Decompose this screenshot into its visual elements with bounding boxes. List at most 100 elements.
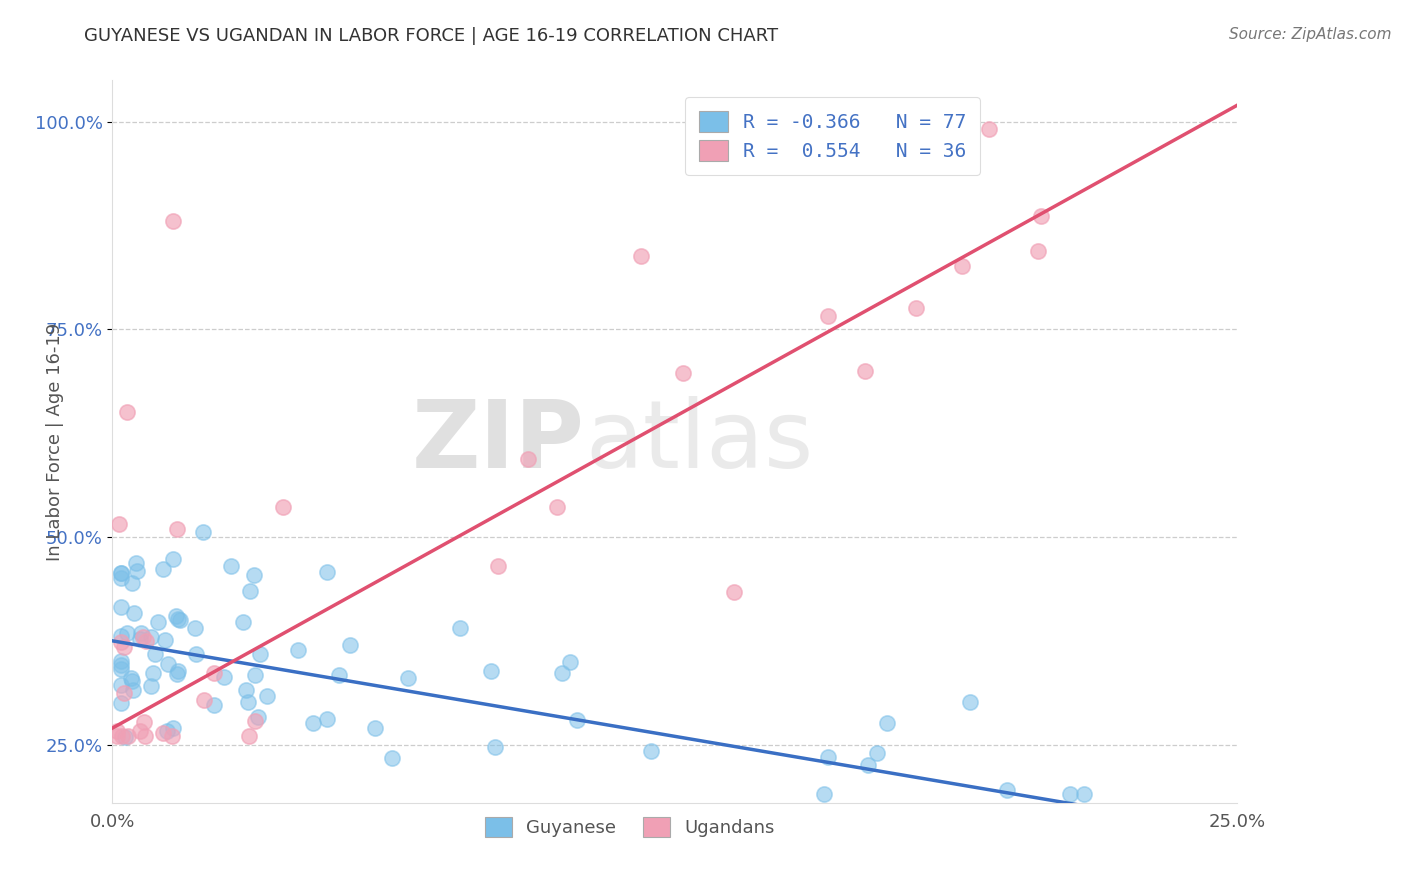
Point bbox=[134, 730, 156, 744]
Point bbox=[193, 693, 215, 707]
Point bbox=[135, 633, 157, 648]
Point bbox=[301, 716, 323, 731]
Point bbox=[959, 694, 981, 708]
Point bbox=[169, 613, 191, 627]
Point bbox=[558, 655, 581, 669]
Point bbox=[238, 695, 260, 709]
Point bbox=[243, 714, 266, 728]
Point bbox=[256, 689, 278, 703]
Point bbox=[221, 558, 243, 573]
Point bbox=[243, 668, 266, 682]
Point bbox=[853, 364, 876, 378]
Point bbox=[546, 500, 568, 514]
Point bbox=[247, 710, 270, 724]
Point bbox=[449, 621, 471, 635]
Point bbox=[166, 667, 188, 681]
Point bbox=[186, 647, 208, 661]
Point bbox=[328, 668, 350, 682]
Point bbox=[129, 632, 152, 646]
Point bbox=[212, 670, 235, 684]
Point bbox=[145, 647, 167, 661]
Point bbox=[110, 634, 132, 648]
Point bbox=[160, 730, 183, 744]
Point bbox=[152, 561, 174, 575]
Point bbox=[856, 757, 879, 772]
Point bbox=[112, 640, 135, 654]
Point bbox=[1073, 788, 1095, 802]
Point bbox=[162, 721, 184, 735]
Point bbox=[167, 612, 190, 626]
Point bbox=[381, 751, 404, 765]
Point bbox=[152, 726, 174, 740]
Point bbox=[121, 682, 143, 697]
Point bbox=[120, 671, 142, 685]
Point bbox=[110, 571, 132, 585]
Point bbox=[105, 724, 128, 739]
Point bbox=[184, 621, 207, 635]
Point bbox=[238, 730, 260, 744]
Point bbox=[125, 556, 148, 570]
Point bbox=[132, 630, 155, 644]
Point bbox=[139, 679, 162, 693]
Point bbox=[287, 643, 309, 657]
Point bbox=[114, 730, 136, 744]
Point bbox=[110, 566, 132, 580]
Point bbox=[162, 214, 184, 228]
Point bbox=[488, 559, 510, 574]
Point bbox=[516, 451, 538, 466]
Point bbox=[235, 683, 257, 698]
Point bbox=[110, 629, 132, 643]
Point bbox=[315, 565, 337, 579]
Point bbox=[153, 633, 176, 648]
Point bbox=[866, 746, 889, 760]
Point bbox=[121, 673, 143, 688]
Point bbox=[117, 625, 139, 640]
Point bbox=[876, 716, 898, 731]
Point bbox=[232, 615, 254, 629]
Point bbox=[550, 665, 572, 680]
Point bbox=[484, 739, 506, 754]
Text: Source: ZipAtlas.com: Source: ZipAtlas.com bbox=[1229, 27, 1392, 42]
Point bbox=[148, 615, 170, 630]
Point bbox=[142, 665, 165, 680]
Point bbox=[1059, 788, 1081, 802]
Point bbox=[191, 524, 214, 539]
Point bbox=[995, 783, 1018, 797]
Point bbox=[977, 122, 1000, 136]
Point bbox=[110, 662, 132, 676]
Point bbox=[110, 654, 132, 668]
Point bbox=[117, 730, 139, 744]
Point bbox=[817, 310, 839, 324]
Point bbox=[204, 698, 226, 713]
Point bbox=[165, 608, 187, 623]
Point bbox=[110, 696, 132, 710]
Point bbox=[156, 657, 179, 672]
Y-axis label: In Labor Force | Age 16-19: In Labor Force | Age 16-19 bbox=[46, 322, 63, 561]
Text: GUYANESE VS UGANDAN IN LABOR FORCE | AGE 16-19 CORRELATION CHART: GUYANESE VS UGANDAN IN LABOR FORCE | AGE… bbox=[84, 27, 779, 45]
Point bbox=[105, 730, 128, 744]
Point bbox=[630, 249, 652, 263]
Point bbox=[166, 664, 188, 678]
Point bbox=[121, 576, 143, 591]
Point bbox=[243, 568, 266, 582]
Point bbox=[110, 678, 132, 692]
Point bbox=[162, 551, 184, 566]
Point bbox=[117, 405, 139, 419]
Point bbox=[339, 638, 361, 652]
Point bbox=[904, 301, 927, 315]
Point bbox=[156, 723, 179, 738]
Point bbox=[249, 647, 271, 661]
Text: atlas: atlas bbox=[585, 395, 813, 488]
Point bbox=[813, 788, 835, 802]
Point bbox=[950, 259, 973, 273]
Point bbox=[166, 523, 188, 537]
Point bbox=[364, 721, 387, 735]
Point bbox=[110, 566, 132, 581]
Point bbox=[1031, 209, 1053, 223]
Point bbox=[1026, 244, 1049, 258]
Point bbox=[202, 665, 225, 680]
Point bbox=[139, 630, 162, 644]
Point bbox=[112, 686, 135, 700]
Point bbox=[110, 600, 132, 615]
Legend: Guyanese, Ugandans: Guyanese, Ugandans bbox=[478, 810, 782, 845]
